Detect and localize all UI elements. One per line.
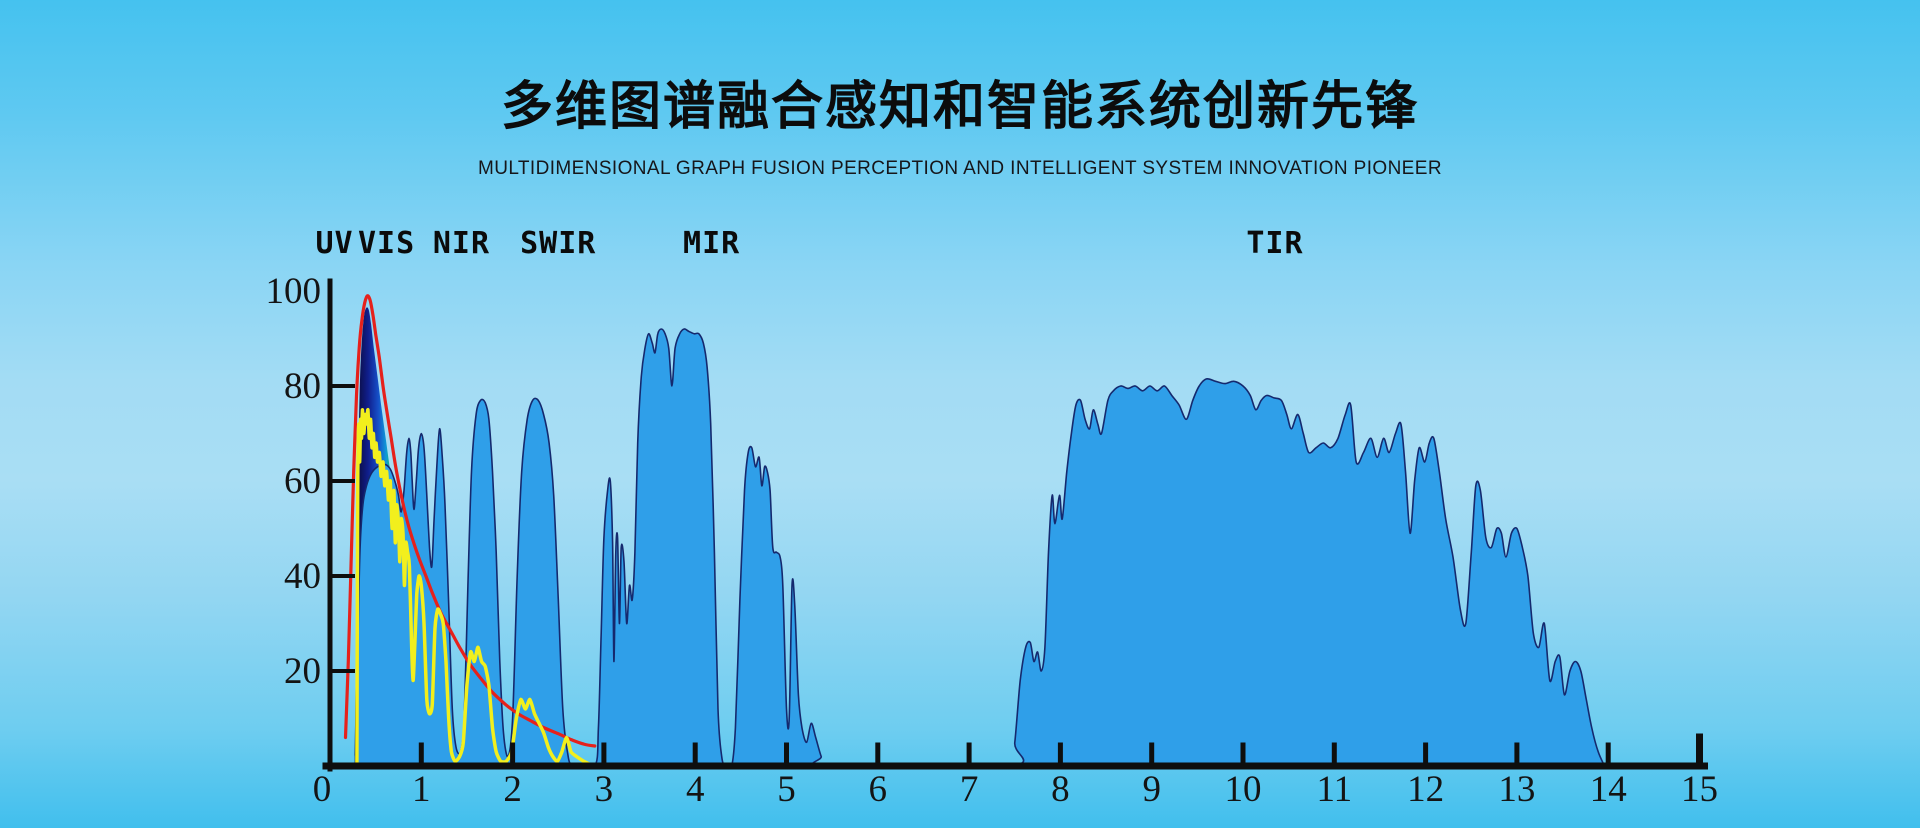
x-tick-label: 12	[1407, 769, 1444, 810]
x-tick-label: 7	[960, 769, 979, 810]
x-tick-label: 4	[686, 769, 705, 810]
x-tick-label: 5	[777, 769, 796, 810]
x-tick-label: 6	[869, 769, 888, 810]
x-tick-label: 13	[1498, 769, 1535, 810]
band-label-nir: NIR	[433, 226, 490, 261]
x-tick-label: 10	[1225, 769, 1262, 810]
y-tick-label: 100	[266, 271, 322, 312]
x-tick-label: 2	[503, 769, 522, 810]
y-tick-label: 40	[284, 556, 321, 597]
atmospheric-transmission-area	[355, 328, 1606, 767]
y-tick-label: 60	[284, 461, 321, 502]
y-tick-label: 20	[284, 651, 321, 692]
band-label-vis: VIS	[358, 226, 415, 261]
x-tick-label: 8	[1051, 769, 1070, 810]
solar-irradiance-ground-line	[355, 408, 595, 768]
page-subtitle: MULTIDIMENSIONAL GRAPH FUSION PERCEPTION…	[478, 158, 1442, 179]
band-label-mir: MIR	[683, 226, 740, 261]
x-tick-label: 15	[1681, 769, 1718, 810]
x-tick-label: 1	[412, 769, 431, 810]
x-tick-label: 0	[313, 769, 332, 810]
band-label-uv: UV	[316, 226, 354, 261]
band-labels: UV VIS NIR SWIR MIR TIR	[316, 226, 1303, 261]
x-tick-label: 14	[1590, 769, 1627, 810]
page-title: 多维图谱融合感知和智能系统创新先锋	[500, 77, 1419, 137]
x-tick-label: 11	[1316, 769, 1352, 810]
band-label-swir: SWIR	[520, 226, 596, 261]
x-tick-label: 9	[1142, 769, 1161, 810]
x-tick-label: 3	[595, 769, 614, 810]
band-label-tir: TIR	[1246, 226, 1303, 261]
y-tick-label: 80	[284, 366, 321, 407]
axes	[322, 278, 1708, 772]
